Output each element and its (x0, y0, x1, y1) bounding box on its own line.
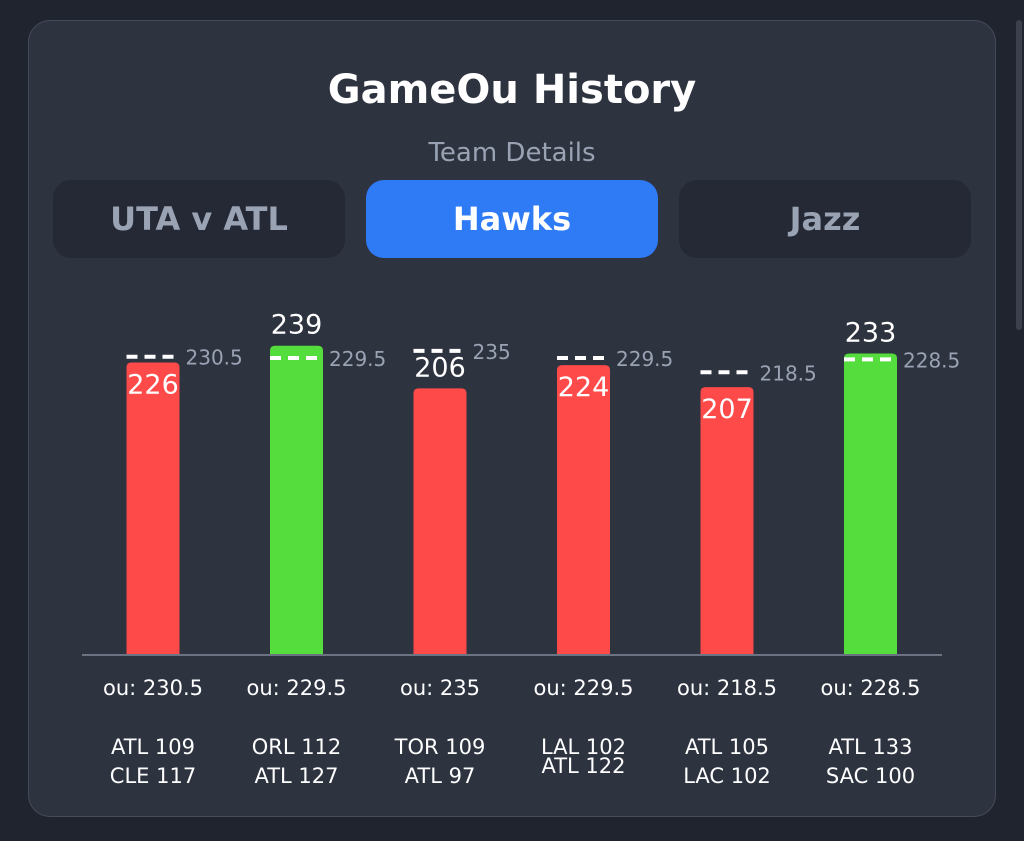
value-label: 226 (127, 370, 179, 401)
bar (413, 388, 467, 655)
x-tick-label: ou: 229.5 (246, 676, 346, 700)
tab-matchup[interactable]: UTA v ATL (53, 180, 345, 258)
bar (700, 387, 754, 655)
tab-hawks[interactable]: Hawks (366, 180, 658, 258)
game-score-line: LAC 102 (683, 764, 771, 788)
value-label: 233 (845, 317, 897, 348)
game-score-line: ATL 127 (254, 764, 338, 788)
ou-line-label: 229.5 (329, 347, 386, 371)
game-score-line: LAL 102 (541, 735, 626, 759)
game-score-line: ATL 97 (405, 764, 476, 788)
x-tick-label: ou: 218.5 (677, 676, 777, 700)
bar (844, 353, 897, 655)
game-score-line: ORL 112 (252, 735, 342, 759)
game-score-line: TOR 109 (394, 735, 486, 759)
game-ou-card: GameOu History Team Details (28, 20, 996, 817)
value-label: 207 (701, 394, 753, 425)
ou-line-label: 235 (473, 340, 511, 364)
ou-line-label: 228.5 (903, 348, 960, 372)
value-label: 224 (558, 372, 610, 403)
game-score-line: ATL 122 (541, 754, 625, 778)
page-subtitle: Team Details (428, 138, 596, 168)
ou-line-label: 230.5 (186, 346, 243, 370)
tab-jazz[interactable]: Jazz (679, 180, 971, 258)
page-title: GameOu History (327, 67, 697, 113)
value-label: 206 (414, 352, 466, 383)
game-score-line: CLE 117 (110, 764, 196, 788)
bar (126, 362, 180, 655)
bar (557, 365, 610, 655)
x-tick-label: ou: 229.5 (533, 676, 633, 700)
ou-line-label: 229.5 (616, 347, 673, 371)
ou-line-label: 218.5 (760, 361, 817, 385)
scrollbar[interactable] (1016, 20, 1022, 330)
x-tick-label: ou: 235 (400, 676, 480, 700)
x-tick-label: ou: 228.5 (820, 676, 920, 700)
x-tick-label: ou: 230.5 (103, 676, 203, 700)
game-score-line: ATL 109 (111, 735, 195, 759)
value-label: 239 (271, 310, 323, 341)
bar (270, 345, 323, 655)
game-score-line: SAC 100 (826, 764, 915, 788)
game-score-line: ATL 105 (685, 735, 769, 759)
game-score-line: ATL 133 (828, 735, 912, 759)
